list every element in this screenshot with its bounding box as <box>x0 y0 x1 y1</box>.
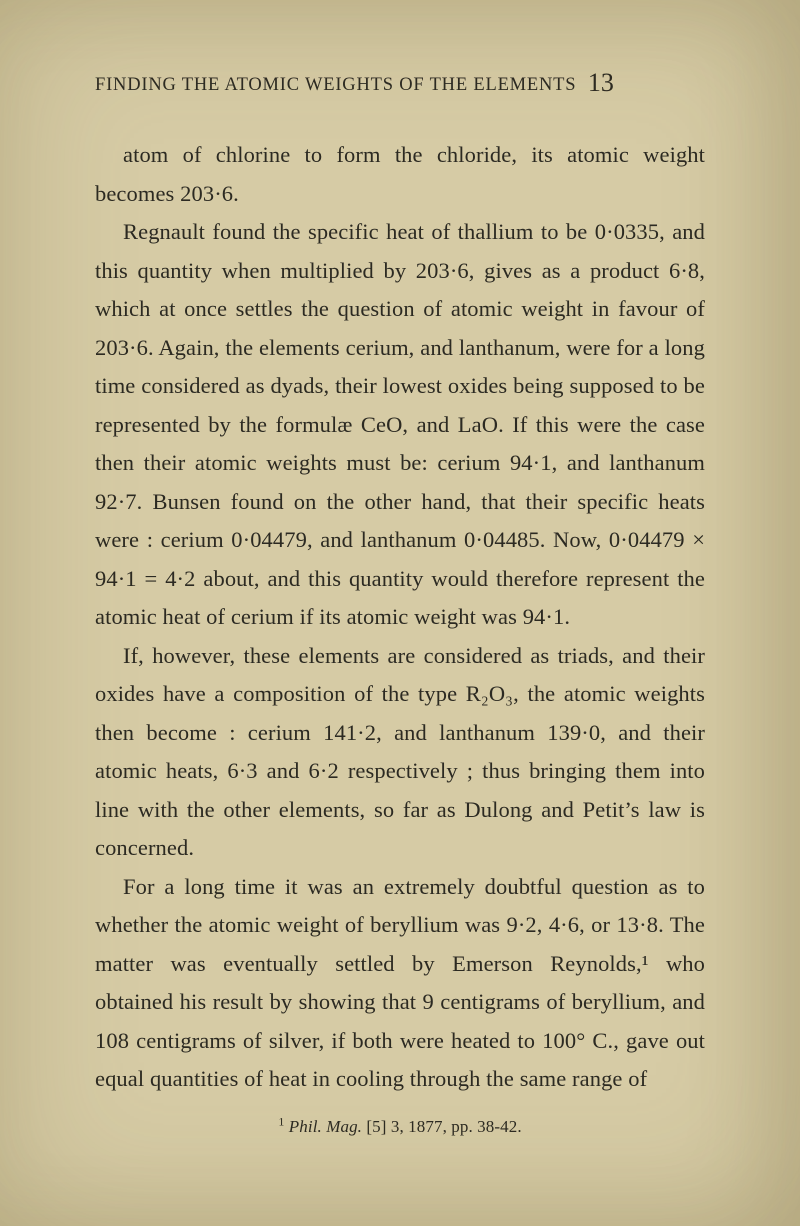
footnote: 1 Phil. Mag. [5] 3, 1877, pp. 38-42. <box>95 1117 705 1137</box>
running-head: FINDING THE ATOMIC WEIGHTS OF THE ELEMEN… <box>95 68 705 98</box>
footnote-ref: [5] 3, 1877, pp. 38-42. <box>366 1117 521 1136</box>
footnote-marker: 1 <box>278 1114 284 1128</box>
paragraph: If, however, these elements are consider… <box>95 637 705 868</box>
page-text-block: FINDING THE ATOMIC WEIGHTS OF THE ELEMEN… <box>95 68 705 1137</box>
paragraph: atom of chlorine to form the chloride, i… <box>95 136 705 213</box>
running-head-text: FINDING THE ATOMIC WEIGHTS OF THE ELEMEN… <box>95 75 576 95</box>
paragraph: Regnault found the specific heat of thal… <box>95 213 705 637</box>
paragraph: For a long time it was an extremely doub… <box>95 868 705 1099</box>
footnote-journal: Phil. Mag. <box>289 1117 362 1136</box>
body-text: atom of chlorine to form the chloride, i… <box>95 136 705 1099</box>
page-number: 13 <box>588 68 614 97</box>
